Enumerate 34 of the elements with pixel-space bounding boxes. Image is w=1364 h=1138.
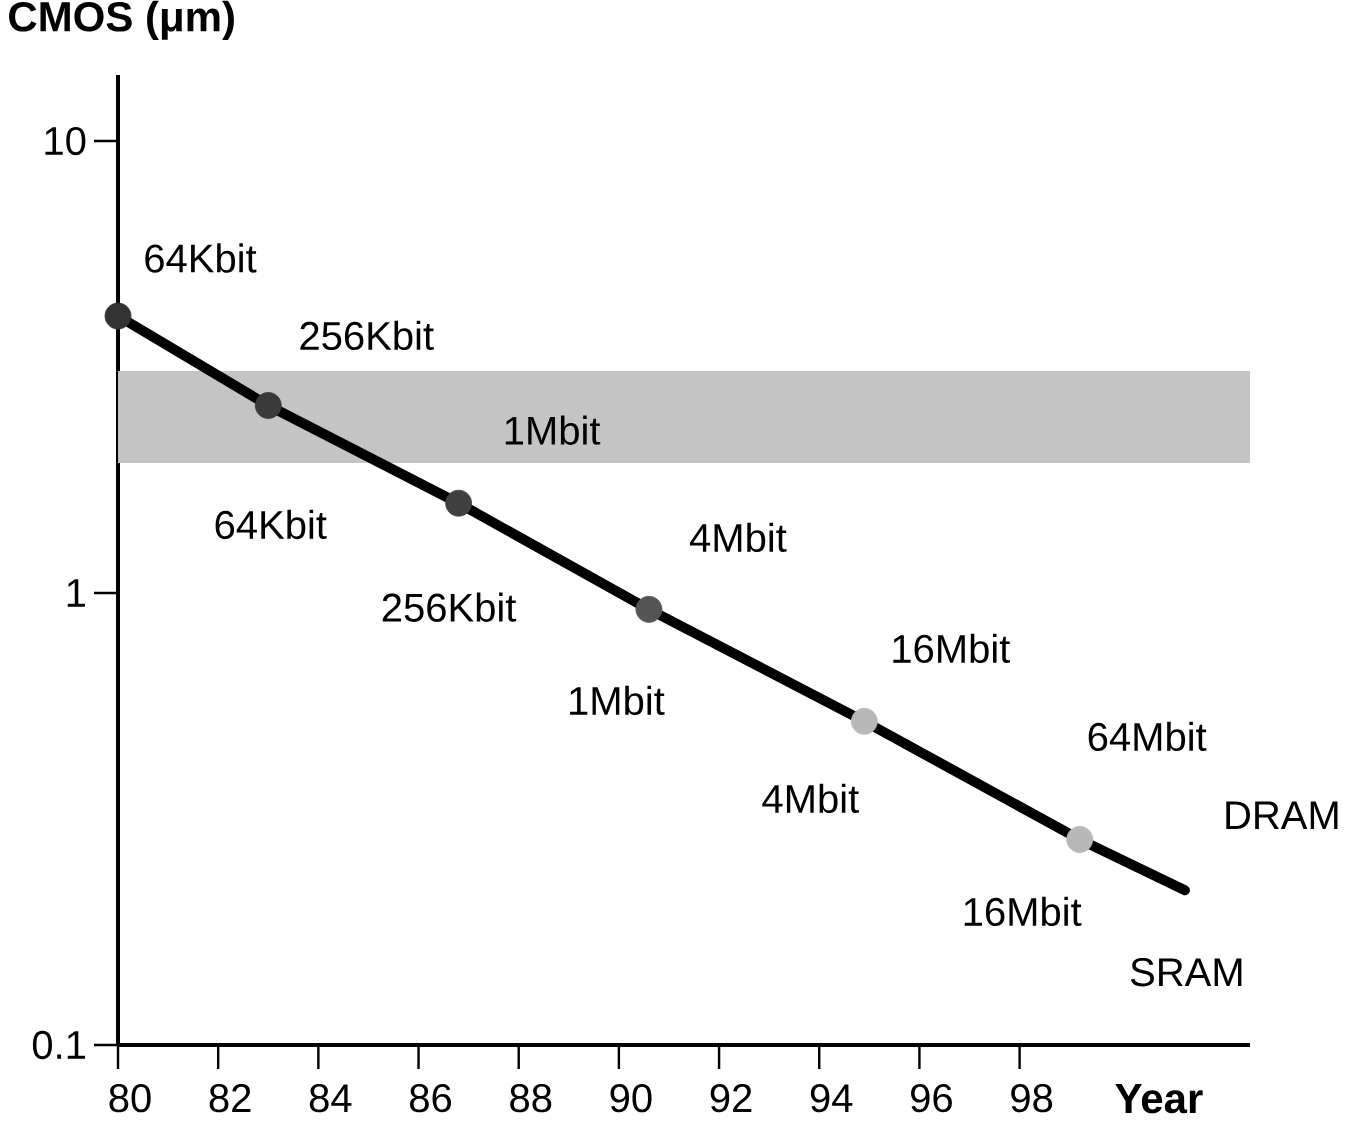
y-tick-label: 0.1	[32, 1030, 85, 1060]
annotation: 16Mbit	[964, 896, 1082, 927]
annotation: SRAM	[1130, 958, 1242, 987]
x-tick-label: 98	[1011, 1083, 1053, 1113]
annotation: 64Mbit	[1088, 721, 1207, 752]
x-tick-label: 92	[710, 1083, 752, 1113]
x-tick-label: 86	[410, 1083, 452, 1113]
annotation: 4Mbit	[689, 522, 787, 553]
x-tick-label: 82	[209, 1083, 251, 1113]
x-tick-label: 80	[109, 1083, 151, 1113]
point	[635, 595, 663, 623]
annotation: 16Mbit	[893, 633, 1011, 664]
y-tick-label: 10	[45, 126, 86, 156]
y-tick-label: 1	[67, 579, 85, 607]
point	[104, 302, 132, 330]
y-axis-title: CMOS (μm)	[9, 0, 234, 40]
annotation: DRAM	[1226, 801, 1338, 829]
annotation: 256Kbit	[300, 320, 434, 351]
annotation: 64Kbit	[215, 509, 327, 540]
point	[254, 392, 282, 419]
annotation: 256Kbit	[382, 592, 517, 622]
point	[1066, 826, 1094, 853]
x-axis-title: Year	[1115, 1084, 1203, 1114]
point	[850, 707, 878, 735]
annotation: 1Mbit	[505, 415, 601, 445]
annotation: 4Mbit	[762, 783, 859, 814]
annotation: 64Kbit	[145, 243, 257, 273]
x-tick-label: 94	[810, 1083, 853, 1113]
annotation: 1Mbit	[570, 685, 665, 716]
x-tick-label: 84	[309, 1083, 352, 1113]
x-tick-label: 88	[510, 1083, 552, 1113]
x-tick-label: 96	[911, 1083, 952, 1113]
point	[445, 489, 473, 517]
x-tick-label: 90	[610, 1083, 652, 1113]
